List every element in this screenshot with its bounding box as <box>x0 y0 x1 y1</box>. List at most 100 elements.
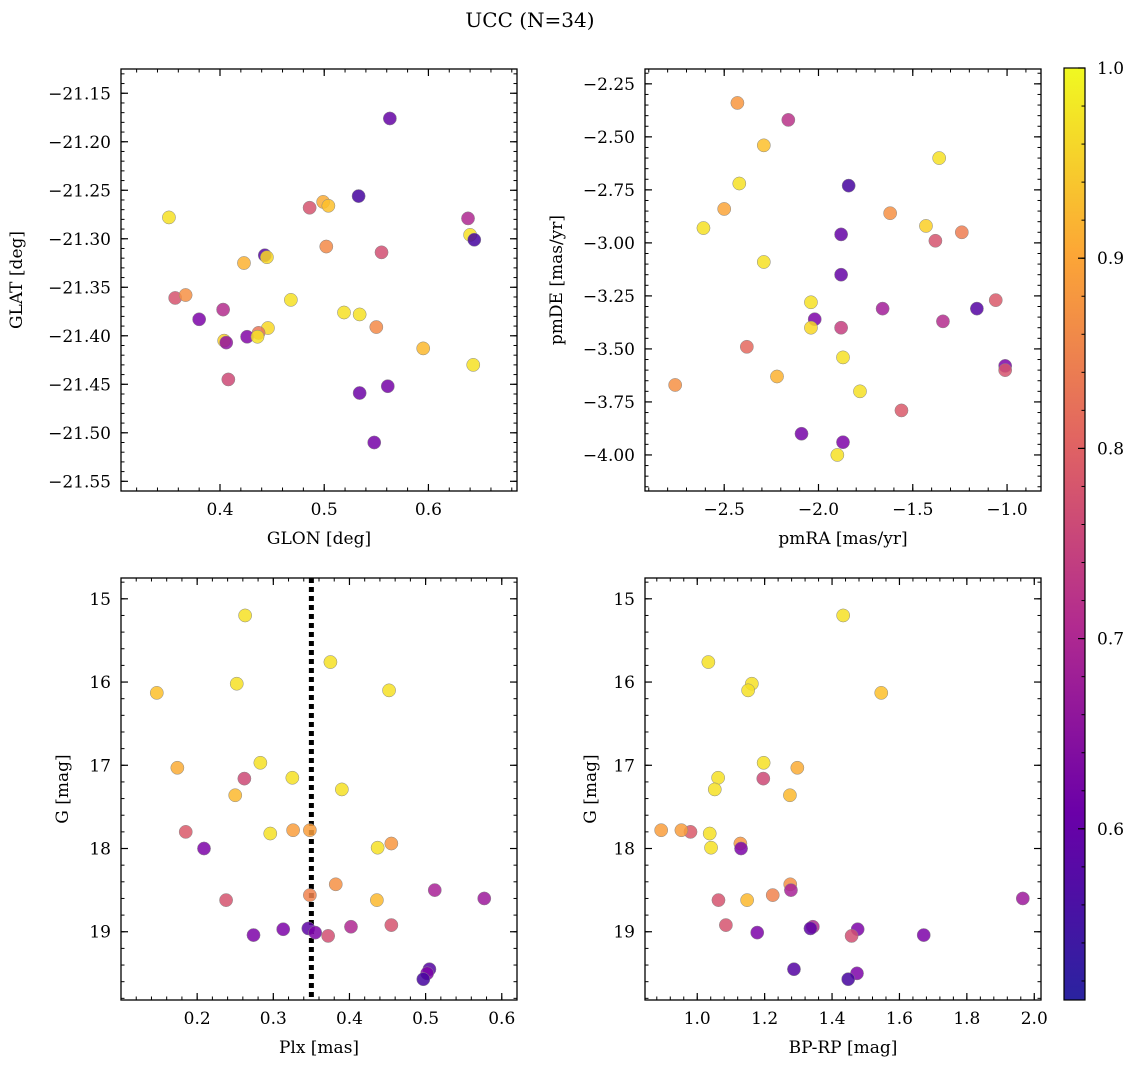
scatter-point <box>894 403 909 418</box>
scatter-point <box>192 312 207 327</box>
scatter-point <box>219 335 234 350</box>
scatter-point <box>319 239 334 254</box>
scatter-point <box>836 350 850 365</box>
scatter-point <box>253 755 268 770</box>
scatter-point <box>756 138 771 153</box>
y-tick-label: −3.50 <box>583 340 635 360</box>
scatter-point <box>370 840 385 855</box>
y-axis-label: G [mag] <box>581 754 601 823</box>
scatter-point <box>739 339 754 354</box>
scatter-point <box>834 227 848 242</box>
colorbar-tick-label: 0.8 <box>1097 439 1124 459</box>
axes-frame <box>644 68 1042 492</box>
x-tick-label: 1.8 <box>953 1009 980 1029</box>
scatter-point <box>228 788 243 803</box>
colorbar-gradient <box>1063 67 1086 1001</box>
y-tick-label: 18 <box>613 840 635 860</box>
y-tick-label: 16 <box>613 673 635 693</box>
scatter-point <box>784 883 798 897</box>
scatter-point <box>369 320 384 334</box>
scatter-point <box>834 320 848 335</box>
scatter-point <box>790 760 805 775</box>
scatter-point <box>654 823 669 838</box>
scatter-point <box>794 426 809 441</box>
colorbar-tick-label: 0.7 <box>1097 630 1124 650</box>
colorbar-tick-label: 0.9 <box>1097 249 1124 269</box>
scatter-point <box>668 378 683 392</box>
y-tick-label: −3.75 <box>583 393 635 413</box>
scatter-point <box>344 919 358 934</box>
scatter-point <box>337 305 351 320</box>
scatter-point <box>370 893 384 907</box>
y-tick-label: −21.35 <box>48 278 111 298</box>
panel-pmra-pmde: −2.5 −2.0 −1.5 −1.0 −2.25 −2.50 −2.75 −3.00 −3.2… <box>547 68 1042 549</box>
x-tick-label: 0.5 <box>412 1009 439 1029</box>
x-tick-label: −2.0 <box>798 500 839 520</box>
scatter-point <box>323 655 338 669</box>
axes-frame <box>120 68 518 492</box>
y-tick-label: −21.25 <box>48 181 111 201</box>
scatter-point <box>756 255 771 269</box>
scatter-point <box>970 301 984 316</box>
y-tick-label: −21.30 <box>48 230 111 250</box>
scatter-point <box>321 929 335 943</box>
scatter-point <box>719 918 733 932</box>
scatter-point <box>170 760 185 775</box>
y-tick-label: −21.40 <box>48 327 111 347</box>
scatter-point <box>384 918 399 932</box>
scatter-point <box>770 369 784 384</box>
scatter-point <box>302 200 317 215</box>
x-axis-label: GLON [deg] <box>267 529 371 549</box>
y-tick-label: −21.50 <box>48 424 111 444</box>
scatter-point <box>707 782 722 797</box>
scatter-point <box>844 929 859 943</box>
scatter-point <box>756 755 771 770</box>
scatter-point <box>853 384 867 399</box>
scatter-point <box>750 925 765 940</box>
colorbar-tick-label: 1.0 <box>1097 59 1124 79</box>
y-tick-label: 16 <box>89 673 111 693</box>
y-tick-label: 18 <box>89 840 111 860</box>
x-axis-label: pmRA [mas/yr] <box>778 529 907 549</box>
x-tick-label: 2.0 <box>1021 1009 1048 1029</box>
scatter-point <box>874 686 889 700</box>
scatter-point <box>919 219 933 233</box>
scatter-point <box>830 448 845 462</box>
scatter-point <box>834 267 848 282</box>
panel-bprp-g: 1.0 1.2 1.4 1.6 1.8 2.0 15 16 17 18 19 BP-RP [mag] G… <box>581 577 1048 1058</box>
scatter-point <box>149 686 164 700</box>
scatter-point <box>367 435 382 450</box>
y-tick-label: −2.75 <box>583 181 635 201</box>
y-tick-label: 17 <box>613 756 635 776</box>
scatter-point <box>916 928 931 942</box>
scatter-point <box>734 841 748 856</box>
y-tick-label: −21.45 <box>48 375 111 395</box>
scatter-point <box>954 225 969 240</box>
scatter-point <box>936 314 950 329</box>
x-tick-label: 0.6 <box>415 500 442 520</box>
scatter-point <box>701 655 716 669</box>
scatter-point <box>238 608 252 623</box>
y-tick-label: −4.00 <box>583 446 635 466</box>
y-tick-label: 19 <box>613 923 635 943</box>
scatter-point <box>841 972 856 987</box>
scatter-point <box>229 676 244 691</box>
scatter-point <box>276 922 291 937</box>
x-tick-label: 0.6 <box>488 1009 515 1029</box>
scatter-point <box>162 210 176 225</box>
y-tick-label: 19 <box>89 923 111 943</box>
scatter-point <box>237 771 252 786</box>
scatter-point <box>711 770 725 785</box>
scatter-point <box>928 233 943 248</box>
x-tick-label: 0.4 <box>206 500 233 520</box>
scatter-point <box>998 363 1013 377</box>
x-tick-label: −1.5 <box>892 500 933 520</box>
scatter-point <box>374 245 389 260</box>
scatter-point <box>704 840 718 855</box>
scatter-point <box>781 113 796 127</box>
scatter-point <box>303 823 317 838</box>
x-tick-label: 1.2 <box>751 1009 778 1029</box>
scatter-point <box>988 293 1003 307</box>
scatter-point <box>461 211 475 226</box>
